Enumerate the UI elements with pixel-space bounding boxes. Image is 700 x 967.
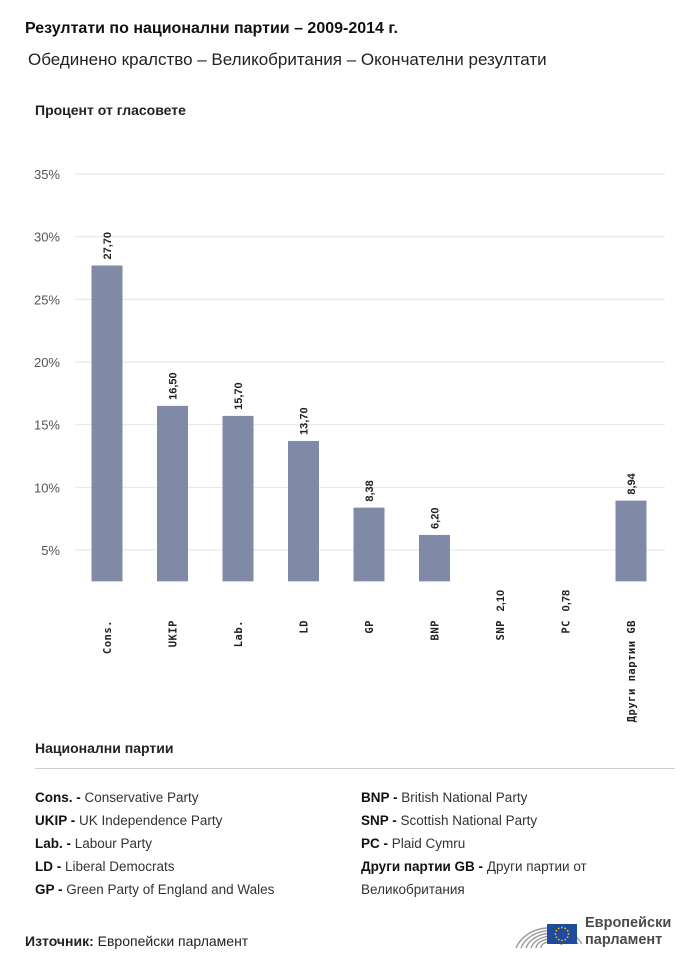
- data-label: 15,70: [233, 382, 245, 410]
- legend-name: Green Party of England and Wales: [62, 882, 275, 897]
- legend-divider: [35, 768, 675, 769]
- legend-item: LD - Liberal Democrats: [35, 855, 345, 878]
- x-tick-label: SNP: [495, 620, 507, 640]
- legend-column-right: BNP - British National Party SNP - Scotti…: [361, 786, 661, 901]
- y-tick-label: 5%: [41, 543, 60, 558]
- x-tick-label: Lab.: [233, 620, 245, 647]
- eu-star: [567, 933, 570, 935]
- source-label: Източник:: [25, 933, 94, 949]
- legend-item: Lab. - Labour Party: [35, 832, 345, 855]
- logo-text-line1: Европейски: [585, 915, 672, 931]
- legend-name: Scottish National Party: [396, 813, 538, 828]
- source-note: Източник: Европейски парламент: [25, 933, 248, 949]
- legend-item: GP - Green Party of England and Wales: [35, 878, 345, 901]
- bar: [615, 500, 647, 582]
- legend-abbr: LD -: [35, 859, 62, 874]
- legend-item: PC - Plaid Cymru: [361, 832, 661, 855]
- legend-abbr: UKIP -: [35, 813, 76, 828]
- eu-star: [561, 939, 563, 942]
- bar: [91, 265, 123, 582]
- bar: [419, 534, 450, 582]
- eu-star: [555, 929, 558, 932]
- data-label: 6,20: [430, 508, 442, 529]
- legend-abbr: Cons. -: [35, 790, 81, 805]
- x-tick-label: UKIP: [168, 620, 180, 647]
- bar: [288, 440, 319, 582]
- eu-star: [566, 936, 569, 939]
- legend-name: Conservative Party: [80, 790, 199, 805]
- legend-name: Plaid Cymru: [388, 836, 466, 851]
- legend-abbr: GP -: [35, 882, 63, 897]
- legend-item: Други партии GB - Други партии от Велико…: [361, 855, 661, 901]
- eu-star: [566, 929, 569, 932]
- y-tick-label: 20%: [34, 355, 60, 370]
- legend-abbr: SNP -: [361, 813, 397, 828]
- data-label: 16,50: [168, 372, 180, 400]
- page-subtitle: Обединено кралство – Великобритания – Ок…: [28, 50, 547, 69]
- legend-item: UKIP - UK Independence Party: [35, 809, 345, 832]
- x-tick-label: GP: [364, 620, 376, 634]
- page-title: Резултати по национални партии – 2009-20…: [25, 20, 398, 37]
- legend-abbr: PC -: [361, 836, 388, 851]
- legend-name: UK Independence Party: [75, 813, 223, 828]
- legend-abbr: BNP -: [361, 790, 398, 805]
- data-label: 2,10: [495, 590, 507, 611]
- european-parliament-logo[interactable]: [512, 908, 682, 956]
- legend-column-left: Cons. - Conservative Party UKIP - UK Inde…: [35, 786, 345, 901]
- eu-star: [555, 936, 558, 939]
- y-tick-label: 35%: [34, 167, 60, 182]
- y-axis-label: Процент от гласовете: [35, 102, 186, 118]
- legend-name: Labour Party: [71, 836, 153, 851]
- legend-item: Cons. - Conservative Party: [35, 786, 345, 809]
- legend-item: BNP - British National Party: [361, 786, 661, 809]
- legend-title: Национални партии: [35, 740, 174, 756]
- data-label: 8,38: [364, 480, 376, 501]
- data-label: 27,70: [102, 232, 114, 260]
- data-label: 8,94: [626, 472, 638, 494]
- eu-star: [557, 927, 560, 930]
- eu-star: [564, 927, 567, 930]
- eu-flag-icon: [547, 924, 577, 944]
- x-tick-label: BNP: [430, 620, 442, 640]
- legend-abbr: Други партии GB -: [361, 859, 484, 874]
- x-tick-label: PC: [561, 620, 573, 634]
- legend-abbr: Lab. -: [35, 836, 71, 851]
- legend-name: British National Party: [397, 790, 528, 805]
- y-tick-label: 25%: [34, 292, 60, 307]
- x-tick-label: Други партии GB: [626, 620, 638, 722]
- eu-stars-icon: [554, 926, 570, 942]
- logo-text-line2: парламент: [585, 932, 663, 948]
- y-tick-label: 30%: [34, 230, 60, 245]
- eu-star: [564, 938, 567, 941]
- y-tick-label: 15%: [34, 418, 60, 433]
- data-label: 13,70: [299, 407, 311, 435]
- eu-star: [561, 926, 563, 929]
- y-tick-label: 10%: [34, 480, 60, 495]
- bar: [157, 405, 188, 582]
- legend-name: Liberal Democrats: [61, 859, 175, 874]
- legend-item: SNP - Scottish National Party: [361, 809, 661, 832]
- logo-text: Европейски парламент: [585, 915, 671, 949]
- source-value: Европейски парламент: [97, 933, 249, 949]
- data-label: 0,78: [561, 590, 573, 611]
- bar: [222, 415, 254, 582]
- bar-chart: 5% 10% 15% 20% 25% 30% 35% 27,70 Cons. 16,50 UKIP 1…: [34, 167, 665, 722]
- eu-star: [557, 938, 560, 941]
- legend-name: Други партии от Великобритания: [361, 859, 587, 897]
- x-tick-label: Cons.: [102, 620, 114, 654]
- eu-star: [554, 933, 557, 935]
- x-tick-label: LD: [299, 620, 311, 634]
- bar: [353, 507, 385, 582]
